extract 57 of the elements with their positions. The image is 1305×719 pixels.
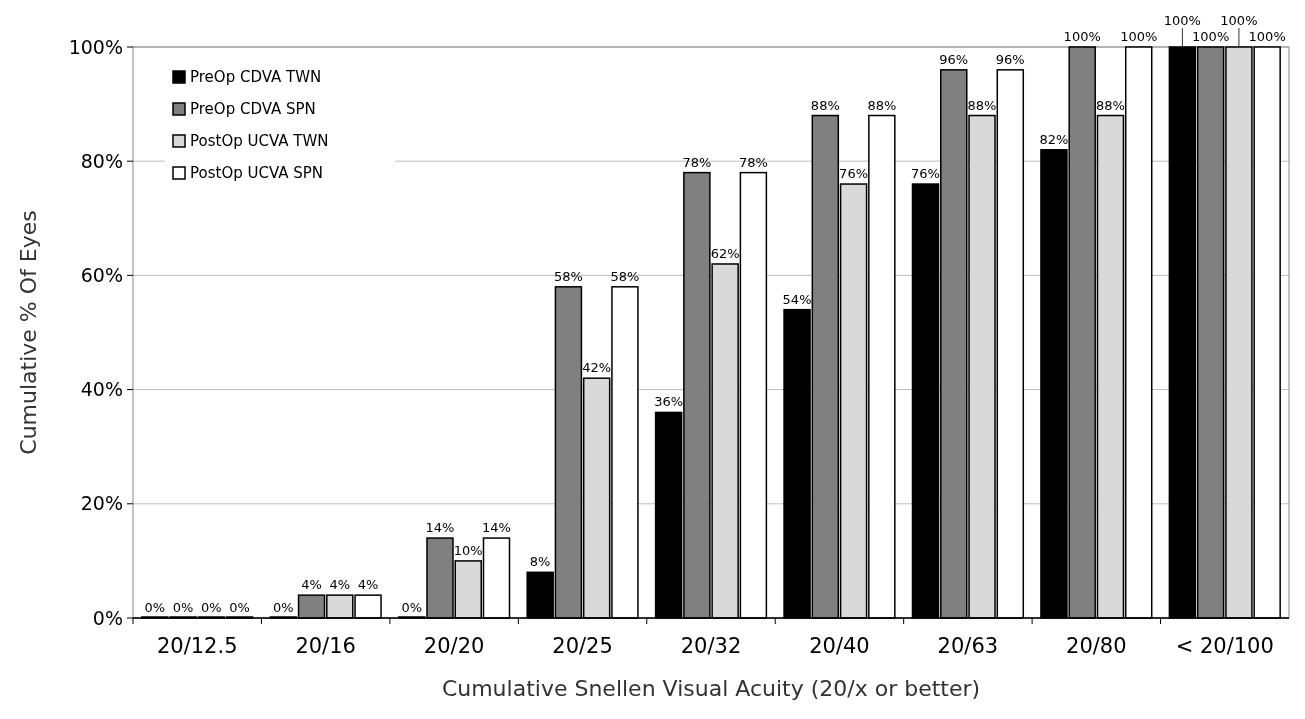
x-tick-label: < 20/100: [1175, 634, 1274, 658]
x-tick-label: 20/16: [295, 634, 356, 658]
data-label: 0%: [401, 600, 423, 615]
y-tick-label: 60%: [80, 264, 123, 287]
legend-label: PostOp UCVA SPN: [190, 164, 324, 182]
x-axis-title: Cumulative Snellen Visual Acuity (20/x or better): [441, 676, 981, 701]
data-label: 4%: [329, 577, 351, 593]
data-label: 0%: [272, 600, 294, 615]
data-label: 36%: [654, 394, 684, 410]
data-label: 62%: [710, 245, 740, 261]
data-label: 100%: [1220, 13, 1258, 28]
data-label: 4%: [301, 577, 322, 593]
data-label: 88%: [810, 97, 840, 113]
data-label: 100%: [1192, 29, 1230, 44]
data-label: 10%: [453, 542, 483, 558]
y-tick-label: 100%: [68, 35, 123, 58]
data-label: 0%: [144, 600, 166, 615]
data-label: 100%: [1063, 29, 1101, 44]
legend-label: PreOp CDVA SPN: [190, 100, 316, 118]
x-tick-label: 20/20: [423, 634, 485, 658]
data-label: 8%: [529, 554, 551, 570]
data-label: 4%: [357, 577, 379, 593]
data-label: 78%: [682, 154, 712, 170]
data-label: 58%: [610, 268, 640, 284]
data-label: 76%: [839, 166, 869, 182]
legend-label: PreOp CDVA TWN: [190, 68, 322, 86]
x-tick-label: 20/25: [552, 634, 613, 658]
data-label: 0%: [172, 600, 194, 615]
data-label: 76%: [911, 166, 940, 182]
x-tick-label: 20/40: [809, 634, 870, 658]
data-label: 14%: [425, 520, 455, 536]
y-axis-title: Cumulative % Of Eyes: [16, 210, 41, 455]
data-label: 100%: [1248, 29, 1286, 44]
data-label: 82%: [1039, 131, 1069, 147]
data-label: 0%: [201, 600, 222, 615]
y-tick-label: 40%: [80, 378, 123, 401]
data-label: 100%: [1163, 13, 1201, 28]
data-label: 96%: [939, 51, 969, 67]
data-label: 14%: [482, 520, 511, 536]
legend-label: PostOp UCVA TWN: [190, 132, 329, 150]
data-label: 96%: [995, 51, 1025, 67]
data-label: 88%: [967, 97, 997, 113]
y-tick-label: 80%: [80, 149, 123, 172]
x-tick-label: 20/12.5: [156, 634, 238, 658]
data-label: 42%: [582, 360, 612, 376]
y-tick-label: 20%: [80, 492, 123, 515]
data-label: 54%: [782, 291, 812, 307]
data-label: 100%: [1120, 29, 1158, 44]
data-label: 78%: [738, 154, 768, 170]
y-tick-label: 0%: [92, 606, 123, 629]
data-label: 88%: [867, 97, 897, 113]
x-tick-label: 20/63: [937, 634, 999, 658]
data-label: 0%: [229, 600, 250, 615]
x-tick-label: 20/32: [680, 634, 742, 658]
data-label: 88%: [1096, 97, 1125, 113]
x-tick-label: 20/80: [1066, 634, 1127, 658]
data-label: 58%: [553, 268, 583, 284]
